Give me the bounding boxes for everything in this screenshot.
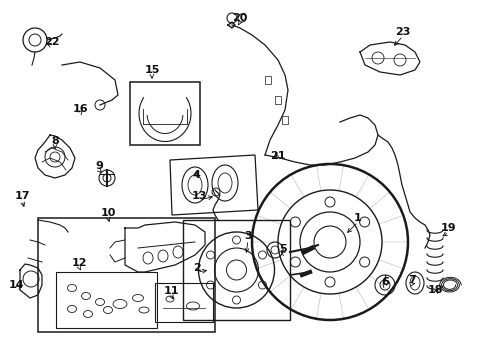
Bar [130,82,200,145]
Text: 14: 14 [9,280,25,290]
Text: 10: 10 [100,208,116,218]
Text: 17: 17 [14,191,30,201]
Text: 16: 16 [72,104,88,114]
Bar [38,218,215,332]
Text: 13: 13 [191,191,206,201]
Text: 12: 12 [71,258,86,268]
Text: 7: 7 [407,275,415,285]
Text: 2: 2 [193,263,201,273]
Text: 5: 5 [279,244,286,254]
Text: 18: 18 [427,285,442,295]
Text: 15: 15 [144,65,160,75]
Text: 9: 9 [95,161,103,171]
Text: 21: 21 [270,151,285,161]
Text: 22: 22 [44,37,60,47]
Text: 8: 8 [51,136,59,146]
Text: 1: 1 [353,213,361,223]
Bar [274,96,281,104]
Text: 3: 3 [244,231,251,241]
Bar [264,76,270,84]
Bar [282,116,287,124]
Text: 23: 23 [394,27,410,37]
Bar [183,220,289,320]
Text: 6: 6 [380,277,388,287]
Text: 11: 11 [163,286,179,296]
Text: 20: 20 [232,13,247,23]
Text: 4: 4 [192,170,200,180]
Bar [56,272,157,328]
Text: 19: 19 [440,223,456,233]
Bar [155,283,213,322]
